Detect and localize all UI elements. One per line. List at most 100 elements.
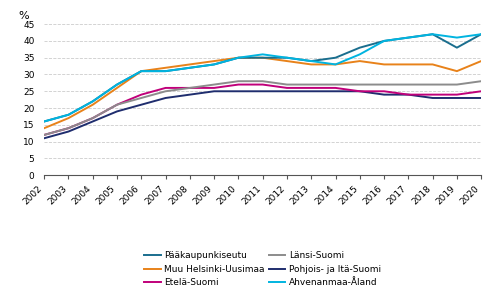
Muu Helsinki-Uusimaa bbox=[138, 69, 144, 73]
Muu Helsinki-Uusimaa bbox=[90, 103, 96, 107]
Pohjois- ja Itä-Suomi bbox=[163, 96, 168, 100]
Ahvenanmaa-Åland bbox=[260, 53, 266, 56]
Ahvenanmaa-Åland bbox=[163, 69, 168, 73]
Etelä-Suomi bbox=[381, 89, 387, 93]
Pääkaupunkiseutu bbox=[260, 56, 266, 59]
Muu Helsinki-Uusimaa bbox=[211, 59, 217, 63]
Pohjois- ja Itä-Suomi bbox=[406, 93, 411, 96]
Pohjois- ja Itä-Suomi bbox=[381, 93, 387, 96]
Muu Helsinki-Uusimaa bbox=[236, 56, 242, 59]
Ahvenanmaa-Åland bbox=[308, 59, 314, 63]
Muu Helsinki-Uusimaa bbox=[114, 86, 120, 90]
Etelä-Suomi bbox=[187, 86, 193, 90]
Länsi-Suomi bbox=[163, 89, 168, 93]
Etelä-Suomi bbox=[260, 83, 266, 86]
Etelä-Suomi bbox=[114, 103, 120, 107]
Länsi-Suomi bbox=[236, 79, 242, 83]
Pohjois- ja Itä-Suomi bbox=[478, 96, 484, 100]
Line: Pääkaupunkiseutu: Pääkaupunkiseutu bbox=[44, 34, 481, 121]
Länsi-Suomi bbox=[41, 133, 47, 137]
Länsi-Suomi bbox=[65, 126, 71, 130]
Etelä-Suomi bbox=[284, 86, 290, 90]
Muu Helsinki-Uusimaa bbox=[430, 63, 436, 66]
Etelä-Suomi bbox=[406, 93, 411, 96]
Pääkaupunkiseutu bbox=[332, 56, 338, 59]
Pohjois- ja Itä-Suomi bbox=[454, 96, 460, 100]
Muu Helsinki-Uusimaa bbox=[406, 63, 411, 66]
Ahvenanmaa-Åland bbox=[381, 39, 387, 43]
Ahvenanmaa-Åland bbox=[187, 66, 193, 69]
Pohjois- ja Itä-Suomi bbox=[236, 89, 242, 93]
Pohjois- ja Itä-Suomi bbox=[308, 89, 314, 93]
Länsi-Suomi bbox=[381, 83, 387, 86]
Länsi-Suomi bbox=[211, 83, 217, 86]
Länsi-Suomi bbox=[406, 83, 411, 86]
Muu Helsinki-Uusimaa bbox=[357, 59, 363, 63]
Muu Helsinki-Uusimaa bbox=[332, 63, 338, 66]
Länsi-Suomi bbox=[90, 116, 96, 120]
Ahvenanmaa-Åland bbox=[478, 32, 484, 36]
Line: Muu Helsinki-Uusimaa: Muu Helsinki-Uusimaa bbox=[44, 58, 481, 128]
Pääkaupunkiseutu bbox=[308, 59, 314, 63]
Pääkaupunkiseutu bbox=[454, 46, 460, 50]
Länsi-Suomi bbox=[284, 83, 290, 86]
Muu Helsinki-Uusimaa bbox=[65, 116, 71, 120]
Pohjois- ja Itä-Suomi bbox=[90, 120, 96, 123]
Länsi-Suomi bbox=[332, 83, 338, 86]
Pääkaupunkiseutu bbox=[430, 32, 436, 36]
Muu Helsinki-Uusimaa bbox=[41, 126, 47, 130]
Ahvenanmaa-Åland bbox=[41, 120, 47, 123]
Länsi-Suomi bbox=[478, 79, 484, 83]
Pohjois- ja Itä-Suomi bbox=[260, 89, 266, 93]
Ahvenanmaa-Åland bbox=[284, 56, 290, 59]
Ahvenanmaa-Åland bbox=[138, 69, 144, 73]
Ahvenanmaa-Åland bbox=[357, 53, 363, 56]
Ahvenanmaa-Åland bbox=[406, 36, 411, 39]
Pääkaupunkiseutu bbox=[357, 46, 363, 50]
Etelä-Suomi bbox=[236, 83, 242, 86]
Ahvenanmaa-Åland bbox=[65, 113, 71, 117]
Line: Pohjois- ja Itä-Suomi: Pohjois- ja Itä-Suomi bbox=[44, 91, 481, 138]
Muu Helsinki-Uusimaa bbox=[381, 63, 387, 66]
Ahvenanmaa-Åland bbox=[211, 63, 217, 66]
Ahvenanmaa-Åland bbox=[332, 63, 338, 66]
Legend: Pääkaupunkiseutu, Muu Helsinki-Uusimaa, Etelä-Suomi, Länsi-Suomi, Pohjois- ja It: Pääkaupunkiseutu, Muu Helsinki-Uusimaa, … bbox=[140, 248, 385, 291]
Pohjois- ja Itä-Suomi bbox=[114, 110, 120, 113]
Pohjois- ja Itä-Suomi bbox=[430, 96, 436, 100]
Etelä-Suomi bbox=[430, 93, 436, 96]
Ahvenanmaa-Åland bbox=[430, 32, 436, 36]
Pohjois- ja Itä-Suomi bbox=[138, 103, 144, 107]
Etelä-Suomi bbox=[163, 86, 168, 90]
Etelä-Suomi bbox=[332, 86, 338, 90]
Etelä-Suomi bbox=[454, 93, 460, 96]
Etelä-Suomi bbox=[138, 93, 144, 96]
Pohjois- ja Itä-Suomi bbox=[187, 93, 193, 96]
Pohjois- ja Itä-Suomi bbox=[284, 89, 290, 93]
Pääkaupunkiseutu bbox=[187, 66, 193, 69]
Etelä-Suomi bbox=[478, 89, 484, 93]
Pääkaupunkiseutu bbox=[381, 39, 387, 43]
Länsi-Suomi bbox=[430, 83, 436, 86]
Pääkaupunkiseutu bbox=[114, 83, 120, 86]
Etelä-Suomi bbox=[41, 133, 47, 137]
Pääkaupunkiseutu bbox=[65, 113, 71, 117]
Etelä-Suomi bbox=[357, 89, 363, 93]
Länsi-Suomi bbox=[308, 83, 314, 86]
Länsi-Suomi bbox=[357, 83, 363, 86]
Etelä-Suomi bbox=[65, 126, 71, 130]
Etelä-Suomi bbox=[308, 86, 314, 90]
Ahvenanmaa-Åland bbox=[114, 83, 120, 86]
Länsi-Suomi bbox=[454, 83, 460, 86]
Pääkaupunkiseutu bbox=[41, 120, 47, 123]
Pohjois- ja Itä-Suomi bbox=[65, 130, 71, 133]
Pääkaupunkiseutu bbox=[406, 36, 411, 39]
Line: Etelä-Suomi: Etelä-Suomi bbox=[44, 85, 481, 135]
Muu Helsinki-Uusimaa bbox=[260, 56, 266, 59]
Länsi-Suomi bbox=[260, 79, 266, 83]
Ahvenanmaa-Åland bbox=[90, 100, 96, 103]
Line: Länsi-Suomi: Länsi-Suomi bbox=[44, 81, 481, 135]
Muu Helsinki-Uusimaa bbox=[308, 63, 314, 66]
Muu Helsinki-Uusimaa bbox=[163, 66, 168, 69]
Pohjois- ja Itä-Suomi bbox=[357, 89, 363, 93]
Pääkaupunkiseutu bbox=[90, 100, 96, 103]
